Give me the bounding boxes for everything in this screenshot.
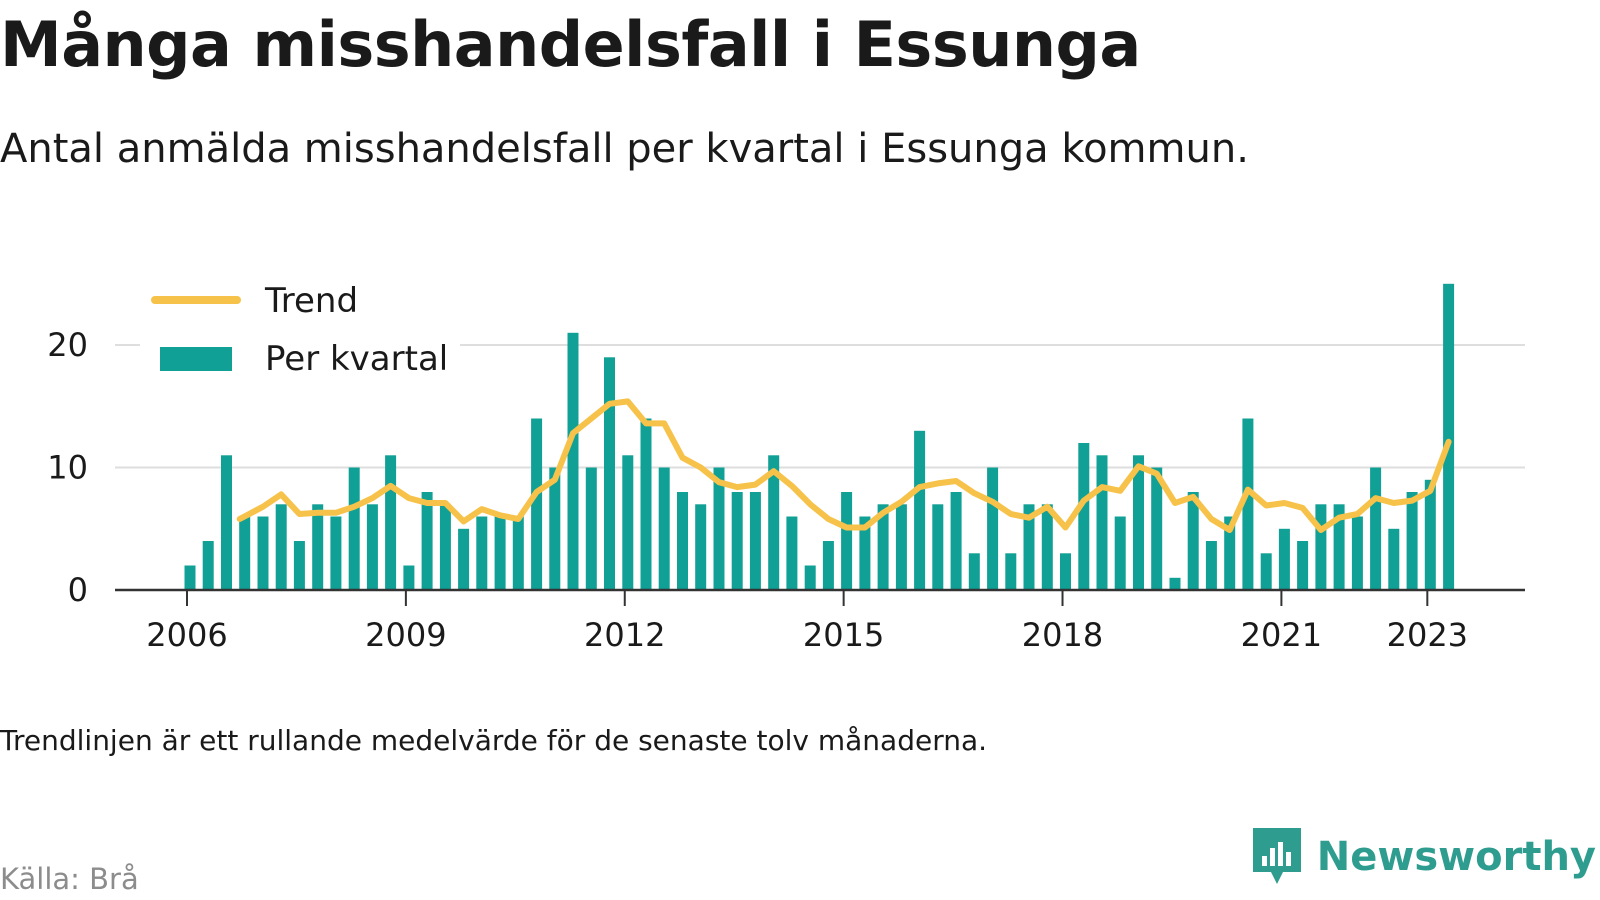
bar [1041,504,1053,591]
bar [567,332,579,591]
bar [731,492,743,590]
bar [330,516,342,590]
bar [293,541,305,590]
newsworthy-chart-icon [1252,828,1301,884]
x-tick-label: 2023 [1387,616,1468,654]
bar [1005,553,1017,591]
bar [950,492,962,590]
bar [1205,541,1217,590]
trend-line-path [236,398,1452,533]
bar [932,504,944,591]
bar [202,541,214,590]
bar [421,492,433,590]
chart-title: Många misshandelsfall i Essunga [0,8,1141,81]
bar [1242,418,1254,590]
bar [1096,455,1108,591]
bar [1443,283,1455,591]
bar [640,418,652,590]
bar [531,418,543,590]
bar [366,504,378,591]
bar [239,516,251,590]
bar [1187,492,1199,590]
chart-subtitle: Antal anmälda misshandelsfall per kvarta… [0,126,1249,172]
brand-name: Newsworthy [1316,834,1596,880]
bar [1424,479,1436,591]
x-tick-label: 2015 [803,616,884,654]
bar [1351,516,1363,590]
bar [1114,516,1126,590]
footnote: Trendlinjen är ett rullande medelvärde f… [0,724,988,757]
bar [1297,541,1309,590]
legend-swatch-bars [160,347,232,371]
bar [968,553,980,591]
bar [257,516,269,590]
bar-line-chart: 0 10 20 2006 2009 2012 2015 2018 2021 2023 Trend … [47,281,1525,654]
bar [1315,504,1327,591]
bar [914,430,926,591]
bar [713,467,725,590]
bar [1278,528,1290,591]
bar [1151,467,1163,590]
bar [1169,577,1181,591]
bar [312,504,324,591]
bar [1406,492,1418,590]
bar [476,516,488,590]
bar [1078,443,1090,590]
bar [895,504,907,591]
bar [221,455,232,591]
bar [403,565,415,590]
trend-line [236,398,1452,533]
bar [622,455,634,591]
bar [749,492,761,590]
bar [549,467,561,590]
y-tick-label: 20 [47,326,88,364]
bar [512,516,524,590]
bar [1133,455,1144,591]
bar [1224,516,1236,590]
bar [658,467,670,590]
bar [494,516,506,590]
bar [184,565,196,590]
bar [458,528,470,591]
bar [768,455,780,591]
bar [695,504,707,591]
bar [677,492,688,590]
legend-label-trend: Trend [264,281,358,321]
bar [585,467,597,590]
x-tick-label: 2021 [1241,616,1322,654]
bar [786,516,798,590]
bar [1260,553,1272,591]
y-tick-label: 0 [68,571,88,609]
bar [877,504,889,591]
bar [439,504,451,591]
legend-label-bars: Per kvartal [265,339,448,379]
x-tick-label: 2018 [1022,616,1103,654]
bar [1023,504,1035,591]
bar [348,467,360,590]
bar [1060,553,1071,591]
bar [804,565,816,590]
x-tick-label: 2009 [365,616,446,654]
x-tick-label: 2012 [584,616,665,654]
bar [1370,467,1382,590]
bars [184,283,1455,591]
newsworthy-logo: Newsworthy [1252,828,1596,886]
bar [822,541,834,590]
bar [385,455,397,591]
bar [859,516,871,590]
bar [987,467,999,590]
y-tick-label: 10 [47,449,88,487]
x-tick-label: 2006 [146,616,227,654]
bar [841,492,853,590]
bar [1333,504,1345,591]
axes: 0 10 20 2006 2009 2012 2015 2018 2021 2023 [47,326,1525,654]
source-label: Källa: Brå [0,862,139,896]
bar [275,504,287,591]
bar [1388,528,1400,591]
bar [604,357,615,591]
legend: Trend Per kvartal [151,281,448,379]
